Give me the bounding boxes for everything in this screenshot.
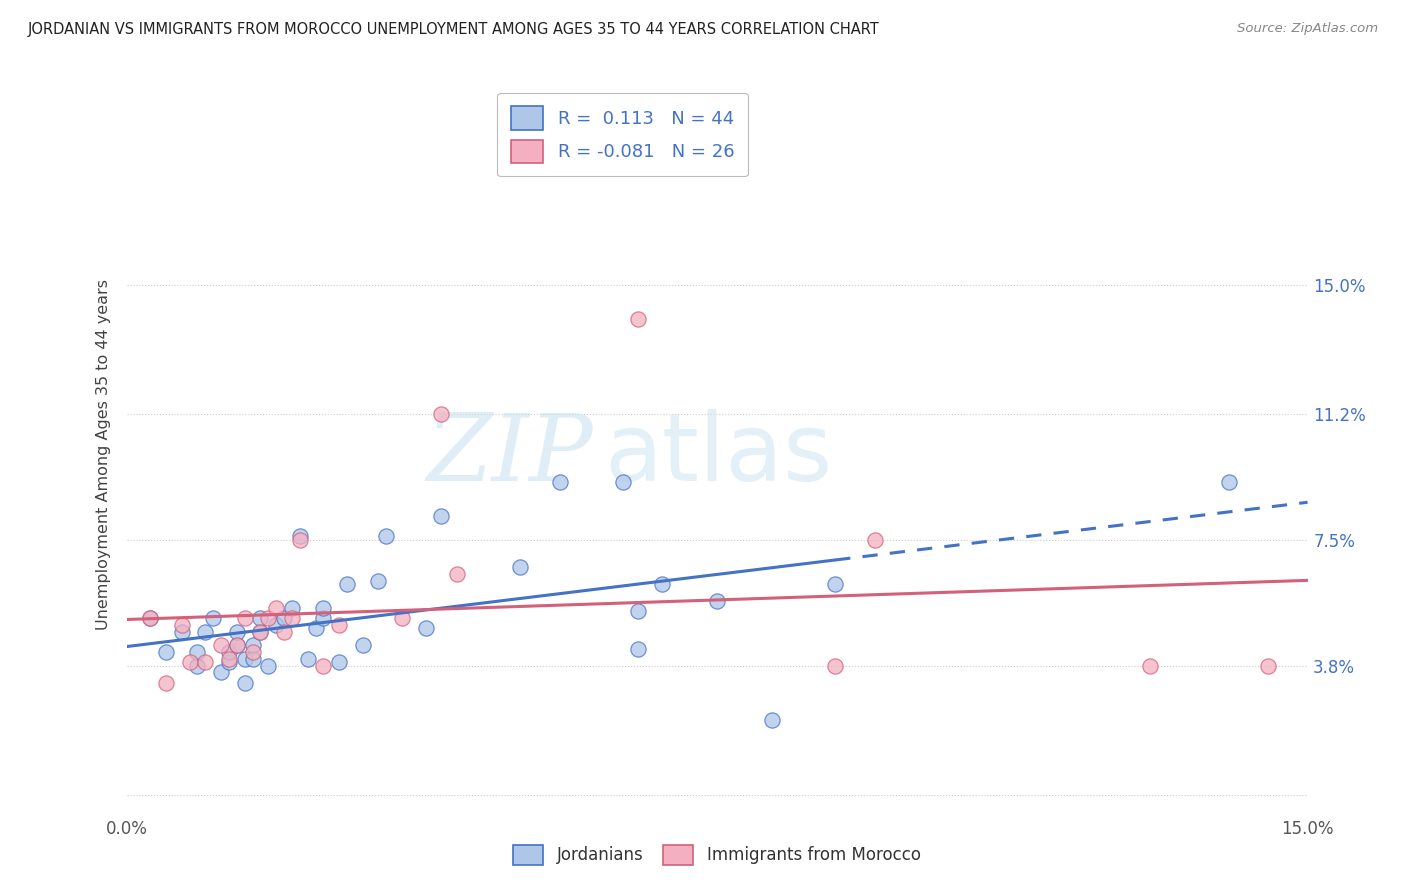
Point — [375, 529, 398, 543]
Point — [257, 658, 280, 673]
Point — [139, 611, 162, 625]
Point — [273, 624, 295, 639]
Point — [242, 638, 264, 652]
Point — [194, 624, 217, 639]
Point — [225, 638, 247, 652]
Point — [225, 638, 247, 652]
Point — [257, 611, 280, 625]
Point — [312, 658, 335, 673]
Point — [155, 645, 177, 659]
Point — [706, 594, 728, 608]
Point — [612, 475, 634, 489]
Point — [548, 475, 571, 489]
Point — [430, 509, 453, 524]
Point — [336, 577, 359, 591]
Point — [218, 652, 240, 666]
Text: JORDANIAN VS IMMIGRANTS FROM MOROCCO UNEMPLOYMENT AMONG AGES 35 TO 44 YEARS CORR: JORDANIAN VS IMMIGRANTS FROM MOROCCO UNE… — [28, 22, 880, 37]
Point — [179, 655, 201, 669]
Point — [218, 655, 240, 669]
Point — [863, 533, 886, 547]
Point — [264, 600, 287, 615]
Text: atlas: atlas — [605, 409, 834, 501]
Point — [233, 675, 256, 690]
Point — [367, 574, 389, 588]
Point — [304, 621, 326, 635]
Point — [249, 624, 271, 639]
Point — [264, 617, 287, 632]
Point — [281, 600, 304, 615]
Point — [352, 638, 374, 652]
Y-axis label: Unemployment Among Ages 35 to 44 years: Unemployment Among Ages 35 to 44 years — [96, 279, 111, 631]
Point — [627, 604, 650, 618]
Point — [312, 611, 335, 625]
Point — [249, 611, 271, 625]
Point — [186, 658, 208, 673]
Point — [297, 652, 319, 666]
Point — [509, 560, 531, 574]
Point — [233, 652, 256, 666]
Point — [233, 611, 256, 625]
Point — [209, 638, 232, 652]
Point — [170, 617, 193, 632]
Point — [824, 658, 846, 673]
Point — [391, 611, 413, 625]
Point — [761, 713, 783, 727]
Point — [186, 645, 208, 659]
Point — [415, 621, 437, 635]
Point — [242, 645, 264, 659]
Point — [328, 655, 350, 669]
Point — [288, 529, 311, 543]
Legend: Jordanians, Immigrants from Morocco: Jordanians, Immigrants from Morocco — [506, 838, 928, 871]
Point — [242, 652, 264, 666]
Point — [225, 624, 247, 639]
Point — [218, 645, 240, 659]
Point — [288, 533, 311, 547]
Text: Source: ZipAtlas.com: Source: ZipAtlas.com — [1237, 22, 1378, 36]
Point — [139, 611, 162, 625]
Point — [194, 655, 217, 669]
Point — [1257, 658, 1279, 673]
Point — [627, 641, 650, 656]
Point — [627, 312, 650, 326]
Point — [170, 624, 193, 639]
Point — [1218, 475, 1240, 489]
Point — [446, 566, 468, 581]
Point — [1139, 658, 1161, 673]
Text: ZIP: ZIP — [426, 410, 593, 500]
Point — [249, 624, 271, 639]
Point — [328, 617, 350, 632]
Point — [651, 577, 673, 591]
Point — [281, 611, 304, 625]
Point — [824, 577, 846, 591]
Point — [430, 407, 453, 421]
Point — [273, 611, 295, 625]
Point — [155, 675, 177, 690]
Point — [209, 665, 232, 680]
Point — [312, 600, 335, 615]
Point — [202, 611, 225, 625]
